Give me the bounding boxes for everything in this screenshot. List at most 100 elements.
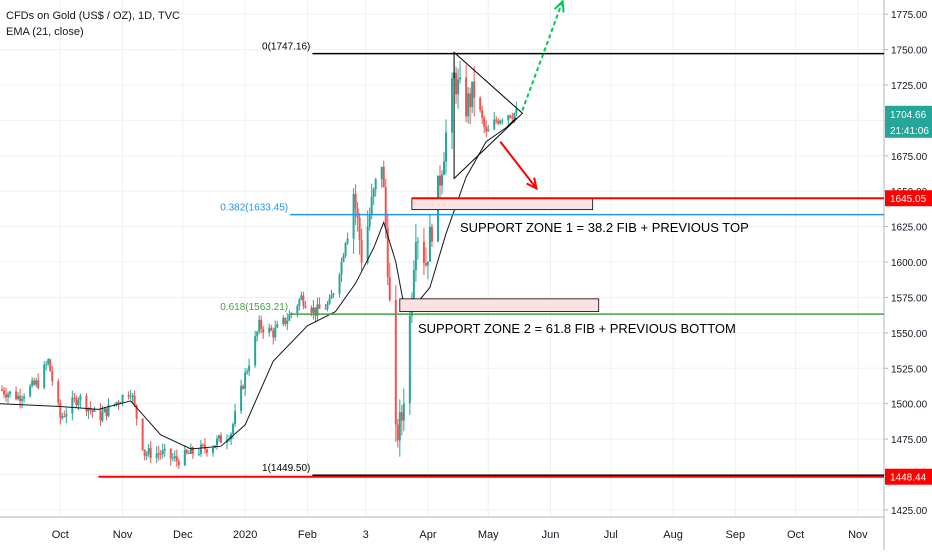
candle-body [159, 453, 162, 455]
y-tick-label: 1725.00 [891, 81, 928, 92]
x-tick-label: Jul [604, 529, 618, 541]
breakout-up-arrow [521, 1, 564, 111]
candle-body [479, 97, 482, 110]
price-tag-label: 1448.44 [890, 473, 927, 484]
candle-body [328, 298, 331, 304]
candle-body [384, 187, 387, 229]
candle-body [51, 371, 54, 382]
candle-body [416, 241, 419, 243]
candle-body [183, 450, 186, 466]
candle-body [45, 364, 48, 366]
candle-body [59, 402, 62, 418]
x-tick-label: Feb [298, 529, 317, 541]
candle-body [304, 305, 307, 308]
x-tick-label: 3 [363, 529, 369, 541]
support-zone-2 [399, 298, 600, 313]
price-tag [885, 190, 932, 207]
candle-body [177, 461, 180, 466]
candle-body [314, 307, 317, 316]
x-tick-label: Nov [848, 529, 868, 541]
candle-body [272, 330, 275, 338]
y-tick-label: 1675.00 [891, 152, 928, 163]
candle-body [368, 215, 371, 227]
symbol-title[interactable]: CFDs on Gold (US$ / OZ), 1D, TVC [6, 10, 181, 22]
candle-body [163, 448, 166, 451]
candle-body [354, 193, 357, 209]
candle-body [342, 255, 345, 262]
ema-line [0, 117, 517, 450]
candle-body [467, 93, 470, 117]
indicator-legend[interactable]: EMA (21, close) [6, 26, 84, 38]
candle-body [485, 126, 488, 132]
candle-body [380, 166, 383, 180]
candle-body [189, 447, 192, 454]
candle-body [495, 119, 498, 121]
candle-body [386, 228, 389, 278]
candle-body [133, 395, 136, 405]
candle-body [268, 327, 271, 333]
candle-body [7, 393, 10, 398]
candle-body [457, 79, 460, 95]
candle-body [217, 435, 220, 439]
candle-body [201, 444, 204, 446]
candle-body [400, 412, 403, 421]
candle-body [426, 261, 429, 266]
candle-body [35, 380, 38, 385]
candle-body [455, 72, 458, 95]
y-tick-label: 1500.00 [891, 400, 928, 411]
candle-body [408, 315, 411, 404]
candle-body [244, 372, 247, 389]
candle-body [71, 397, 74, 414]
y-tick-label: 1475.00 [891, 435, 928, 446]
candle-body [509, 115, 512, 118]
candle-body [127, 395, 130, 397]
candle-body [171, 457, 174, 459]
candle-body [5, 394, 8, 398]
candle-body [175, 456, 178, 462]
candle-body [3, 390, 6, 395]
fib-level-label: 0(1747.16) [262, 42, 310, 53]
candle-body [318, 304, 321, 309]
x-tick-label: Dec [173, 529, 193, 541]
candle-body [85, 395, 88, 412]
candle-body [203, 444, 206, 450]
candle-body [63, 416, 66, 418]
candle-body [234, 410, 237, 425]
breakdown-down-arrow-head [526, 177, 538, 191]
candle-body [33, 380, 36, 385]
candle-body [105, 408, 108, 417]
candle-body [61, 416, 64, 418]
candle-body [262, 328, 265, 333]
price-tag-label: 1645.05 [890, 194, 927, 205]
candle-body [49, 359, 52, 372]
fib-level-label: 1(1449.50) [262, 463, 310, 474]
candle-body [382, 166, 385, 188]
candle-body [240, 385, 243, 411]
candle-body [332, 293, 335, 296]
candle-body [15, 391, 18, 400]
candle-body [23, 396, 26, 399]
candle-body [300, 295, 303, 300]
candle-body [211, 447, 214, 453]
candle-body [232, 424, 235, 434]
candle-body [135, 404, 138, 419]
candle-body [412, 270, 415, 301]
x-tick-label: Jun [542, 529, 560, 541]
candle-body [191, 447, 194, 454]
candle-body [145, 454, 148, 456]
candle-body [282, 317, 285, 325]
candle-body [346, 238, 349, 243]
candle-body [284, 317, 287, 324]
chart-header: CFDs on Gold (US$ / OZ), 1D, TVC EMA (21… [6, 8, 180, 40]
candle-body [483, 117, 486, 127]
candle-body [338, 274, 341, 294]
x-tick-label: Oct [52, 529, 69, 541]
candle-body [471, 81, 474, 107]
candle-body [220, 435, 222, 443]
candle-body [147, 448, 150, 455]
candle-body [270, 327, 273, 331]
x-tick-label: 2020 [233, 529, 257, 541]
candle-body [21, 398, 24, 401]
x-tick-label: Oct [787, 529, 804, 541]
